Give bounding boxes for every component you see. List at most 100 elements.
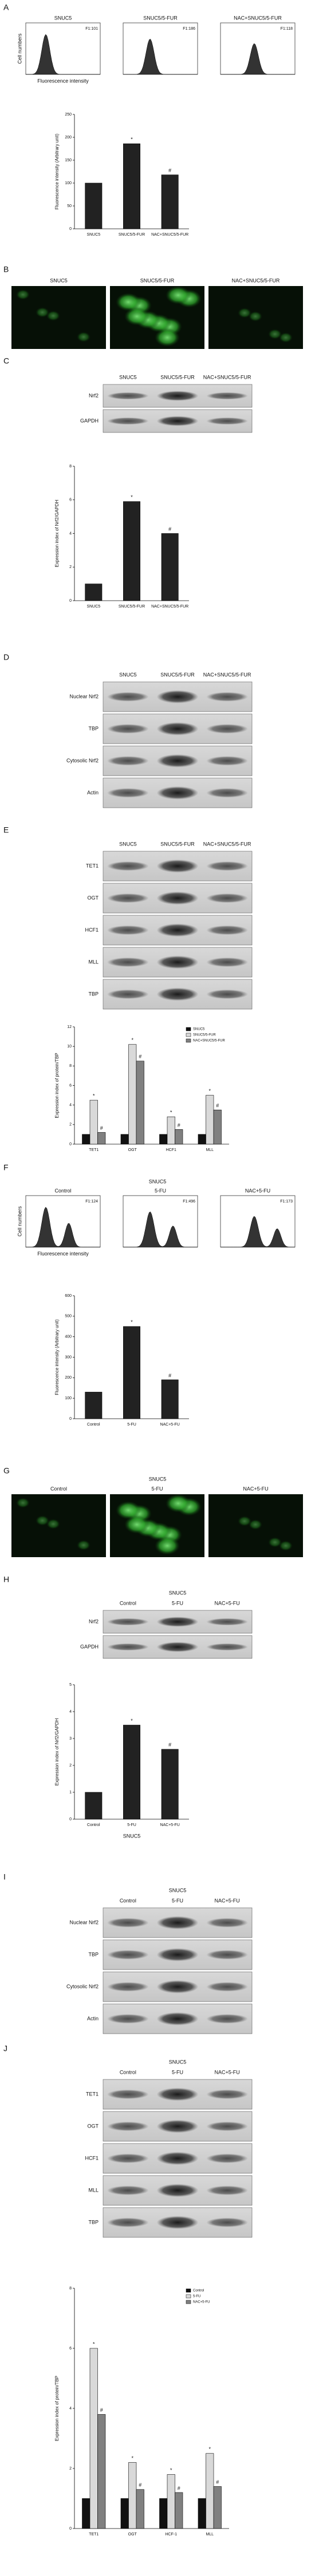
band (107, 989, 149, 999)
row-label: GAPDH (80, 418, 99, 423)
x-axis-label: SNUC5 (123, 1833, 141, 1839)
y-tick-label: 150 (65, 158, 72, 162)
band (206, 417, 249, 425)
bar (85, 1392, 103, 1419)
bar (123, 1326, 140, 1419)
row-label: HCF1 (85, 927, 99, 932)
band (107, 2014, 149, 2024)
y-axis-label: Expression index of protein/TBP (54, 2376, 60, 2441)
row-label: Cytosolic Nrf2 (66, 1983, 99, 1989)
plot-title: SNUC5 (54, 15, 72, 21)
image-title: SNUC5/5-FUR (140, 277, 175, 283)
y-tick-label: 3 (69, 1737, 72, 1741)
hist-stat: F1:118 (281, 27, 293, 31)
hist-xlabel: Fluorescence intensity (37, 1251, 89, 1256)
significance-marker: * (131, 2455, 133, 2461)
x-tick-label: Control (87, 1423, 100, 1427)
band (206, 692, 249, 702)
x-tick-label: NAC+SNUC5/5-FUR (151, 233, 188, 237)
hist-curve (220, 1216, 295, 1248)
x-tick-label: HCF-1 (165, 2533, 177, 2537)
y-tick-label: 200 (65, 136, 72, 140)
cell (166, 1494, 191, 1513)
hist-curve (220, 43, 295, 75)
band (156, 786, 199, 800)
y-tick-label: 600 (65, 1294, 72, 1298)
lane-label: SNUC5 (119, 841, 137, 847)
x-tick-label: 5-FU (127, 1823, 136, 1827)
lane-label: NAC+SNUC5/5-FUR (203, 672, 251, 677)
x-tick-label: TET1 (89, 1148, 99, 1152)
band (156, 1980, 199, 1994)
band (156, 2012, 199, 2026)
y-tick-label: 250 (65, 113, 72, 117)
header: SNUC5 (169, 1887, 187, 1893)
x-tick-label: 5-FU (127, 1423, 136, 1427)
header: SNUC5 (169, 2059, 187, 2065)
band (107, 2217, 149, 2228)
row-label: MLL (88, 2187, 99, 2193)
hist-stat: F1:124 (85, 1200, 98, 1204)
row-label: Cytosolic Nrf2 (66, 757, 99, 763)
band (156, 391, 199, 401)
bar (89, 2348, 98, 2529)
x-tick-label: NAC+SNUC5/5-FUR (151, 605, 188, 609)
hist-stat: F1:173 (280, 1200, 293, 1204)
bar (159, 1134, 168, 1145)
hist-stat: F1:186 (183, 27, 195, 31)
row-label: Actin (87, 789, 99, 795)
significance-marker: # (168, 168, 171, 173)
cell (36, 1515, 49, 1526)
bar (85, 182, 103, 229)
band (156, 416, 199, 426)
x-tick-label: SNUC5 (86, 605, 100, 609)
cell (46, 311, 60, 321)
y-axis-label: Fluorescence intensity (Arbitrary unit) (54, 133, 60, 209)
legend-swatch (186, 1033, 191, 1037)
bar (128, 1044, 137, 1145)
legend-label: NAC+SNUC5/5-FUR (193, 1039, 226, 1043)
band (156, 722, 199, 736)
plot-title: SNUC5/5-FUR (143, 15, 178, 21)
y-tick-label: 4 (69, 2407, 72, 2411)
panel-label: J (3, 2044, 7, 2053)
significance-marker: * (208, 2446, 211, 2452)
cell (166, 286, 191, 304)
bar (82, 1134, 90, 1145)
bar (85, 1792, 103, 1820)
band (156, 2152, 199, 2165)
cell (77, 1540, 90, 1550)
x-tick-label: MLL (206, 2533, 214, 2537)
significance-marker: * (170, 2467, 172, 2473)
band (107, 1918, 149, 1928)
significance-marker: # (216, 2479, 219, 2485)
bar (175, 2492, 183, 2529)
band (107, 788, 149, 798)
band (206, 724, 249, 734)
band (206, 2014, 249, 2024)
bar (128, 2462, 137, 2529)
band (107, 724, 149, 734)
band (206, 2121, 249, 2132)
band (107, 2153, 149, 2164)
band (156, 1617, 199, 1627)
lane-label: SNUC5/5-FUR (160, 374, 195, 380)
y-tick-label: 8 (69, 465, 72, 469)
y-tick-label: 8 (69, 1064, 72, 1068)
row-label: MLL (88, 959, 99, 964)
significance-marker: # (100, 2407, 103, 2413)
significance-marker: # (216, 1103, 219, 1109)
y-tick-label: 2 (69, 565, 72, 569)
bar (213, 1109, 222, 1145)
y-axis-label: Expression index of protein/TBP (54, 1053, 60, 1118)
band (206, 756, 249, 766)
bar (123, 143, 140, 229)
row-label: TET1 (86, 2091, 99, 2097)
significance-marker: # (139, 1054, 141, 1059)
band (206, 989, 249, 999)
legend-label: NAC+5-FU (193, 2301, 210, 2304)
significance-marker: # (168, 526, 171, 532)
bar (89, 1100, 98, 1145)
significance-marker: * (93, 1093, 95, 1099)
band (107, 2089, 149, 2099)
